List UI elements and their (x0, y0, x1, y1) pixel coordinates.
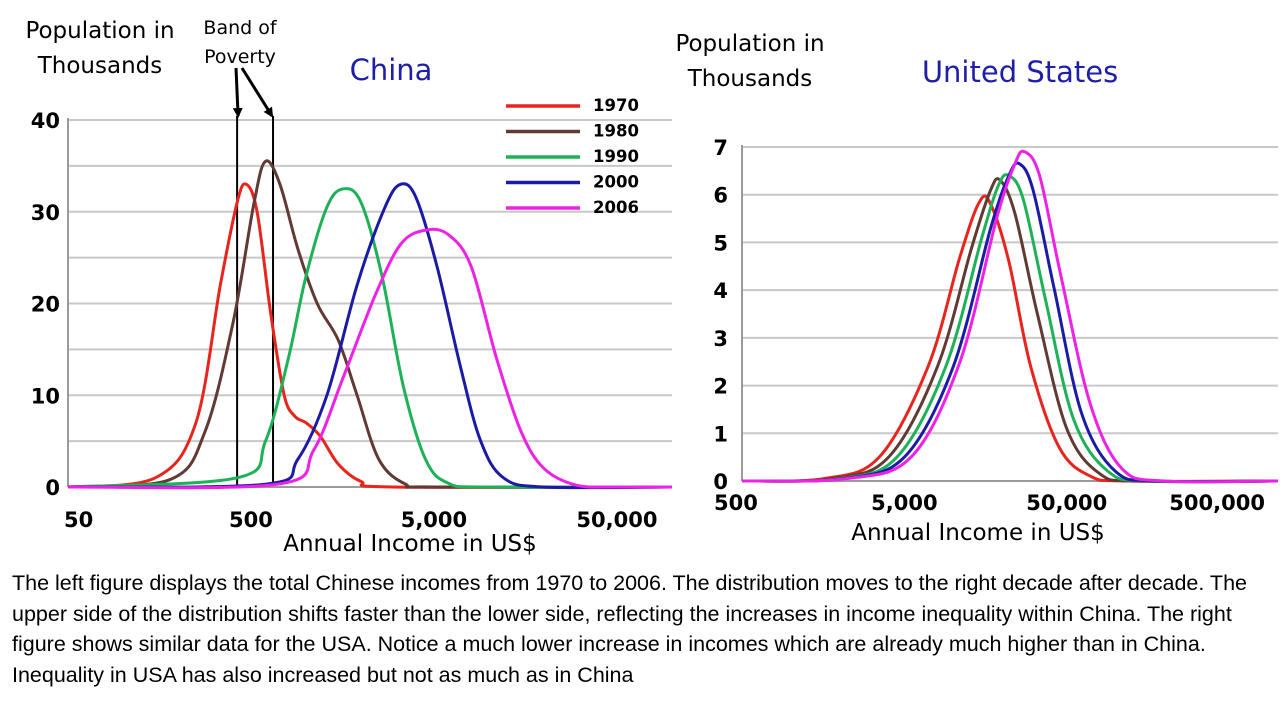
legend-label-1970: 1970 (593, 96, 639, 115)
usa-title-backdrop (905, 52, 1145, 100)
poverty-band-label: Band of Poverty (203, 17, 277, 68)
china-x-tick-labels: 50 500 5,000 50,000 (64, 508, 657, 532)
x-tick-label: 5,000 (871, 491, 937, 515)
usa-x-tick-labels: 500 5,000 50,000 500,000 (714, 491, 1265, 515)
series-line-2000 (67, 182, 673, 490)
y-tick-label: 6 (713, 184, 728, 208)
x-tick-label: 50,000 (1026, 491, 1107, 515)
y-tick-label: 20 (31, 293, 60, 317)
legend-label-2006: 2006 (593, 198, 639, 217)
y-tick-label: 0 (713, 470, 728, 494)
y-tick-label: 1 (713, 422, 728, 446)
series-line-1980 (741, 177, 1279, 484)
y-tick-label: 0 (45, 476, 60, 500)
series-line-2006 (67, 227, 673, 490)
china-series (67, 159, 673, 490)
legend-label-1980: 1980 (593, 122, 639, 141)
x-tick-label: 50,000 (576, 508, 657, 532)
series-line-1970 (67, 182, 673, 489)
series-line-1980 (67, 159, 673, 489)
legend-label-1990: 1990 (593, 147, 639, 166)
y-tick-label: 5 (713, 231, 728, 255)
y-tick-label: 3 (713, 327, 728, 351)
x-tick-label: 500,000 (1169, 491, 1265, 515)
legend-label-2000: 2000 (593, 173, 639, 192)
x-tick-label: 500 (229, 508, 273, 532)
series-line-1990 (741, 173, 1279, 484)
y-tick-label: 40 (31, 109, 60, 133)
poverty-band-arrow-right (240, 67, 274, 118)
china-chart-title: China (350, 53, 433, 87)
y-tick-label: 10 (31, 384, 60, 408)
usa-chart-title: United States (922, 55, 1118, 89)
y-tick-label: 2 (713, 375, 728, 399)
series-line-1990 (67, 187, 673, 489)
usa-y-axis-label: Population in Thousands (675, 31, 824, 92)
series-line-2006 (741, 149, 1279, 484)
poverty-band-arrow-left (232, 67, 243, 118)
usa-chart: 0 1 2 3 4 5 6 7 500 5,000 50,000 500,000 United St… (675, 31, 1279, 546)
series-line-2000 (741, 161, 1279, 484)
poverty-band: Band of Poverty (203, 17, 278, 487)
y-tick-label: 30 (31, 201, 60, 225)
x-tick-label: 500 (714, 491, 758, 515)
caption-text: The left figure displays the total Chine… (12, 571, 1247, 687)
china-legend: 1970 1980 1990 2000 2006 (506, 96, 639, 217)
china-x-axis-label: Annual Income in US$ (283, 531, 537, 557)
usa-series (741, 149, 1279, 484)
usa-x-axis-label: Annual Income in US$ (851, 520, 1105, 546)
usa-y-tick-labels: 0 1 2 3 4 5 6 7 (713, 136, 728, 494)
y-tick-label: 4 (713, 279, 728, 303)
x-tick-label: 5,000 (401, 508, 467, 532)
china-gridlines (68, 119, 672, 488)
x-tick-label: 50 (64, 508, 93, 532)
china-chart: Band of Poverty 0 10 20 30 40 50 500 5,000 50,00… (25, 17, 673, 557)
y-tick-label: 7 (713, 136, 728, 160)
china-y-axis-label: Population in Thousands (25, 18, 174, 79)
china-y-tick-labels: 0 10 20 30 40 (31, 109, 60, 500)
